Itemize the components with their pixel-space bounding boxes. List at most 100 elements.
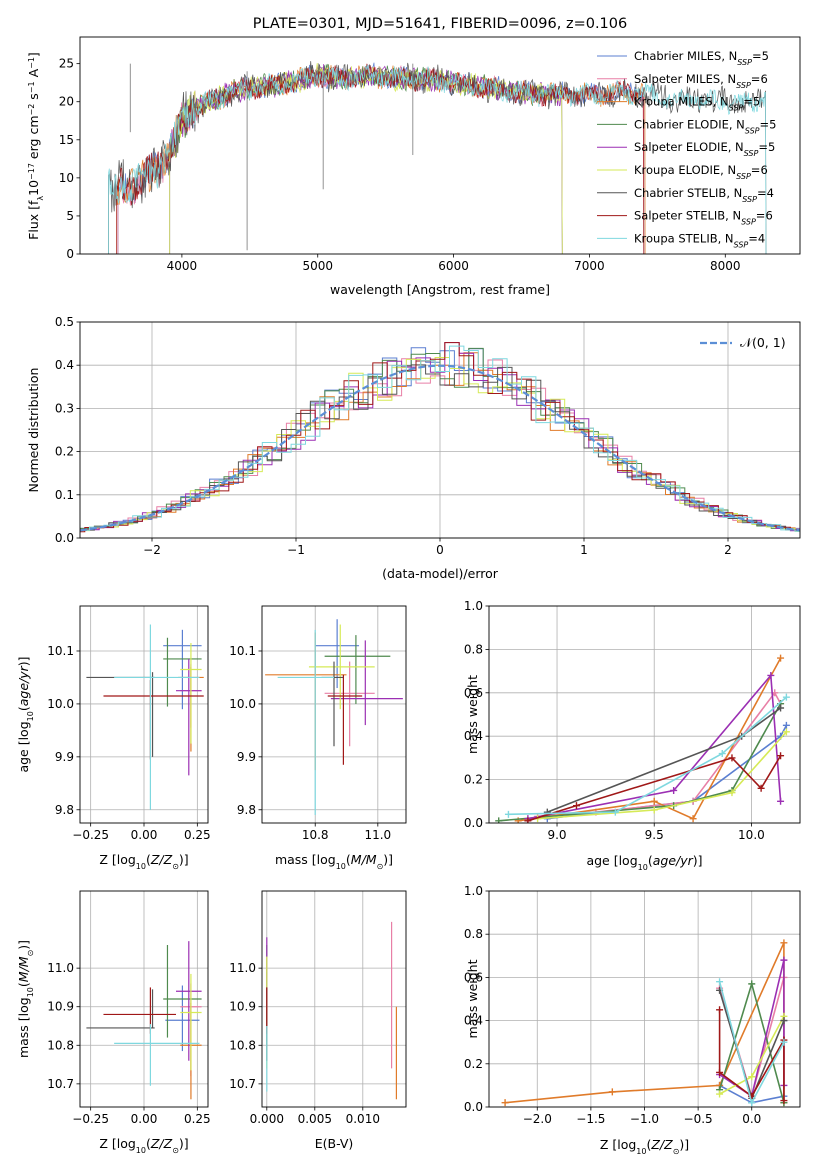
weight_vs_Z-frame: [488, 890, 801, 1108]
weight-point: [748, 1073, 756, 1081]
x-tick-label: 9.0: [547, 828, 566, 842]
x-tick-label: 1: [580, 543, 588, 557]
y-tick-label: 10.1: [47, 644, 74, 658]
weight-point: [650, 797, 658, 805]
spectrum-traces: [108, 61, 767, 254]
x-axis-label: wavelength [Angstrom, rest frame]: [330, 282, 550, 297]
x-tick-label: −0.25: [72, 1112, 109, 1126]
errorbar-chabrier-elodie: [163, 637, 202, 707]
y-tick-label: 0.8: [464, 642, 483, 656]
y-tick-label: 1.0: [464, 884, 483, 898]
weight_vs_Z-lines: [501, 939, 788, 1107]
errorbar-chabrier-stelib: [86, 672, 155, 757]
mass_vs_ebv-frame: [261, 890, 407, 1108]
weight-point: [716, 1090, 724, 1098]
weight-series-kroupa-stelib: [716, 978, 788, 1107]
errorbar-salpeter-stelib: [103, 987, 176, 1034]
x-axis-label: mass [log10(M/M⊙)]: [275, 852, 393, 871]
x-tick-label: 0.00: [131, 1112, 158, 1126]
age_vs_Z-axes: −0.25 0.00 0.25 9.8 9.9 10.0 10.1: [47, 606, 211, 842]
x-tick-label: 0.005: [298, 1112, 332, 1126]
x-tick-label: −0.25: [72, 828, 109, 842]
y-tick-label: 9.8: [237, 803, 256, 817]
weight_vs_age-lines: [495, 654, 790, 823]
errorbar-kroupa-stelib: [277, 629, 334, 816]
y-tick-label: 0.1: [55, 488, 74, 502]
errorbar-kroupa-elodie: [180, 643, 202, 744]
weight_vs_age-axes: 9.0 9.5 10.0 0.0 0.2 0.4 0.6 0.8 1.0: [464, 599, 800, 842]
y-tick-label: 15: [59, 133, 74, 147]
legend-label: Chabrier ELODIE, NSSP=5: [634, 117, 776, 135]
y-axis-label: age [log10(age/yr)]: [16, 656, 35, 772]
y-tick-label: 0.2: [464, 773, 483, 787]
weight-point: [777, 704, 785, 712]
legend-label: Chabrier MILES, NSSP=5: [634, 49, 769, 67]
x-tick-label: 5000: [302, 259, 333, 273]
legend-label: 𝒩(0, 1): [740, 335, 786, 350]
y-tick-label: 25: [59, 57, 74, 71]
errorbar-chabrier-miles: [165, 985, 200, 1052]
x-tick-label: 2: [724, 543, 732, 557]
weight-line: [527, 673, 782, 820]
mass_vs_Z-axes: −0.25 0.00 0.25 10.7 10.8 10.9 11.0: [47, 891, 211, 1126]
weight-point: [780, 939, 788, 947]
y-tick-label: 0.6: [464, 686, 483, 700]
weight-point: [501, 1099, 509, 1107]
age_vs_mass-axes: 10.8 11.0 9.8 9.9 10.0 10.1: [229, 606, 406, 842]
residual-histograms: [80, 342, 800, 533]
mass_vs_Z-errorbars: [86, 941, 202, 1100]
y-tick-label: 1.0: [464, 599, 483, 613]
x-tick-label: −1.0: [630, 1112, 659, 1126]
x-tick-label: 0.00: [131, 828, 158, 842]
weight-series-kroupa-stelib: [504, 693, 790, 818]
y-tick-label: 0.0: [55, 531, 74, 545]
weight-series-salpeter-stelib: [524, 752, 785, 823]
y-tick-label: 10.1: [229, 644, 256, 658]
errorbar-kroupa-elodie: [308, 624, 375, 710]
errorbar-salpeter-elodie: [176, 658, 202, 776]
y-tick-label: 11.0: [47, 961, 74, 975]
x-tick-label: 0.0: [742, 1112, 761, 1126]
x-tick-label: −1: [287, 543, 305, 557]
residuals-axes: −2 −1 0 1 2 0.0 0.1 0.2 0.3 0.4 0.5: [55, 315, 800, 557]
x-axis-label: Z [log10(Z/Z⊙)]: [99, 1136, 188, 1155]
weight-point: [777, 752, 785, 760]
spectrum-axes: 4000 5000 6000 7000 8000 0 5 10 15 20 25: [59, 57, 741, 273]
residuals-frame: [79, 321, 801, 539]
y-tick-label: 0.3: [55, 401, 74, 415]
y-axis-label: mass weight: [465, 959, 480, 1038]
y-tick-label: 0.4: [55, 358, 74, 372]
spectrum-model-salpeter-miles: [117, 63, 645, 254]
y-tick-label: 10.0: [47, 697, 74, 711]
weight-series-kroupa-miles: [514, 654, 785, 823]
weight-line: [537, 691, 782, 818]
weight-point: [728, 789, 736, 797]
weight-point: [495, 817, 503, 823]
x-tick-label: 0: [436, 543, 444, 557]
errorbar-salpeter-stelib: [327, 674, 363, 765]
legend-label: Salpeter ELODIE, NSSP=5: [634, 140, 775, 158]
weight-point: [782, 728, 790, 736]
errorbar-chabrier-elodie: [163, 945, 202, 1038]
y-tick-label: 0.2: [464, 1057, 483, 1071]
x-axis-label: Z [log10(Z/Z⊙)]: [99, 852, 188, 871]
weight-series-kroupa-elodie: [534, 728, 790, 823]
y-tick-label: 10.7: [229, 1077, 256, 1091]
spectrum-model-kroupa-stelib: [108, 64, 767, 254]
x-tick-label: 9.5: [645, 828, 664, 842]
x-tick-label: −2.0: [523, 1112, 552, 1126]
weight_vs_age-frame: [488, 605, 801, 824]
x-tick-label: 0.010: [346, 1112, 380, 1126]
mass_vs_ebv-errorbars: [266, 921, 397, 1100]
x-tick-label: 11.0: [364, 828, 391, 842]
weight-point: [748, 1099, 756, 1107]
age_vs_Z-errorbars: [86, 624, 204, 810]
y-tick-label: 10.9: [229, 1000, 256, 1014]
y-tick-label: 9.8: [55, 803, 74, 817]
y-tick-label: 10.8: [229, 1038, 256, 1052]
y-tick-label: 10.7: [47, 1077, 74, 1091]
y-tick-label: 5: [66, 209, 74, 223]
x-tick-label: 7000: [574, 259, 605, 273]
age_vs_mass-frame: [261, 605, 407, 824]
weight-series-salpeter-stelib: [716, 1006, 788, 1105]
